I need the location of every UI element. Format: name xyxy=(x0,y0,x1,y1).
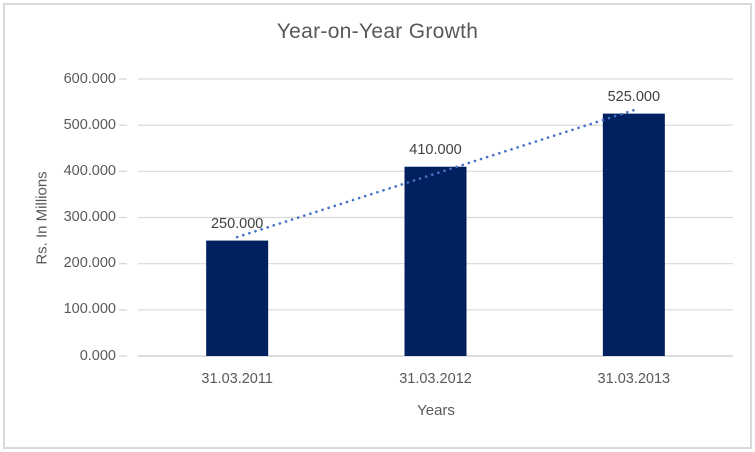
y-tick-label: 200.000 xyxy=(63,255,116,272)
y-tick-label: 600.000 xyxy=(63,70,116,87)
bar xyxy=(206,240,269,356)
trendline xyxy=(235,108,636,239)
bar-data-label: 525.000 xyxy=(607,88,661,105)
y-tick-label: 0.000 xyxy=(79,347,116,364)
y-tick-label: 500.000 xyxy=(63,116,116,133)
bar xyxy=(602,113,665,356)
x-category-label: 31.03.2011 xyxy=(201,371,273,387)
bar-data-label: 410.000 xyxy=(409,141,462,158)
y-tick-label: 300.000 xyxy=(63,209,116,225)
bar-data-label: 250.000 xyxy=(210,215,264,232)
y-tick-label: 100.000 xyxy=(63,301,116,318)
x-category-label: 31.03.2013 xyxy=(597,371,671,387)
x-category-label: 31.03.2012 xyxy=(399,371,472,387)
chart-title: Year-on-Year Growth xyxy=(276,20,479,43)
x-axis-title: Years xyxy=(417,402,455,419)
chart-border xyxy=(3,3,752,449)
bar xyxy=(404,166,467,356)
y-tick-label: 400.000 xyxy=(63,162,116,179)
